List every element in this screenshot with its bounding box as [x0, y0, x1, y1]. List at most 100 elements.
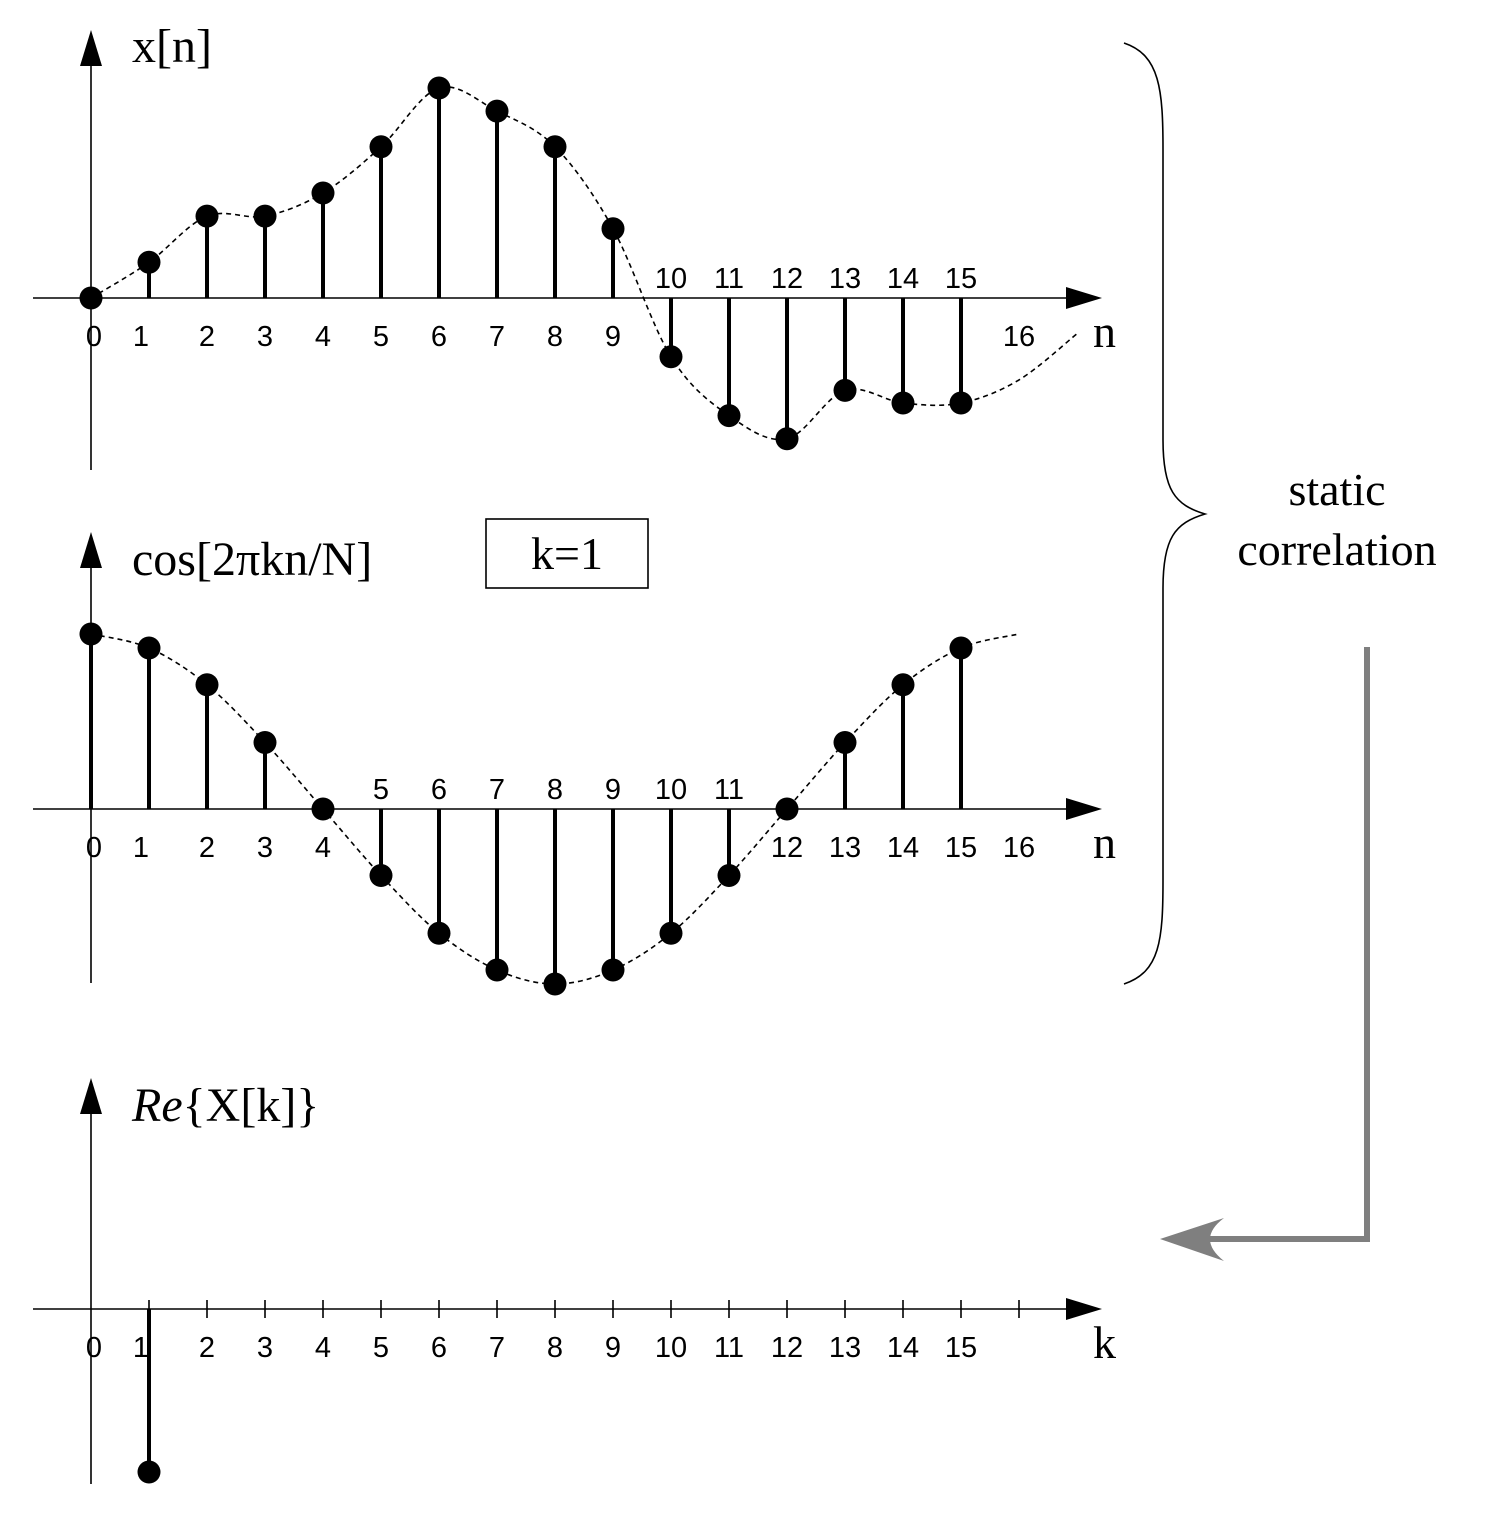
x-vertical-axis-arrowhead [80, 30, 102, 66]
x-tick-label-8: 8 [547, 321, 563, 353]
cos-stem-dot-12 [775, 797, 799, 821]
x-tick-label-15: 15 [945, 263, 977, 295]
re-tick-label-11: 11 [714, 1332, 744, 1364]
cos-tick-label-11: 11 [714, 774, 744, 806]
x-stem-dot-15 [949, 391, 973, 415]
cos-tick-label-12: 12 [771, 832, 803, 864]
cos-stem-dot-0 [79, 622, 103, 646]
x-axis-label: n [1093, 306, 1116, 357]
re-tick-label-4: 4 [315, 1332, 331, 1364]
x-tick-label-5: 5 [373, 321, 389, 353]
cos-tick-label-6: 6 [431, 774, 447, 806]
panel-re: Re{X[k]} k 0 1 2 3 4 5 6 7 8 9 10 11 12 13 14 15 [33, 1078, 1116, 1484]
cos-stem-dot-11 [717, 864, 741, 887]
re-horizontal-axis-arrowhead [1066, 1298, 1102, 1320]
re-tick-marks [148, 1300, 1020, 1318]
re-tick-label-3: 3 [257, 1332, 273, 1364]
x-stem-dot-9 [601, 217, 625, 241]
cos-tick-label-13: 13 [829, 832, 861, 864]
correlation-label: correlation [1237, 524, 1436, 575]
cos-tick-label-16: 16 [1003, 832, 1035, 864]
cos-stem-dot-5 [369, 864, 393, 887]
cos-stem-dot-14 [891, 673, 915, 697]
re-tick-label-1: 1 [133, 1332, 149, 1364]
x-stem-dot-5 [369, 135, 393, 159]
x-stem-dot-1 [137, 250, 161, 274]
x-stems [79, 76, 973, 451]
cos-stems [79, 622, 973, 996]
re-stems [137, 1309, 161, 1484]
x-tick-label-9: 9 [605, 321, 621, 353]
x-stem-dot-13 [833, 378, 857, 402]
re-tick-label-15: 15 [945, 1332, 977, 1364]
static-label: static [1288, 464, 1385, 515]
re-panel-title: Re{X[k]} [131, 1079, 319, 1132]
re-tick-label-14: 14 [887, 1332, 919, 1364]
re-tick-label-12: 12 [771, 1332, 803, 1364]
re-tick-label-7: 7 [489, 1332, 505, 1364]
cos-stem-dot-8 [543, 972, 567, 996]
x-tick-label-12: 12 [771, 263, 803, 295]
cos-axis-label: n [1093, 817, 1116, 868]
re-tick-label-13: 13 [829, 1332, 861, 1364]
x-tick-label-10: 10 [655, 263, 687, 295]
re-tick-labels: 0 1 2 3 4 5 6 7 8 9 10 11 12 13 14 15 [86, 1332, 977, 1364]
re-tick-label-8: 8 [547, 1332, 563, 1364]
cos-stem-dot-6 [427, 921, 451, 945]
re-tick-label-9: 9 [605, 1332, 621, 1364]
x-panel-title: x[n] [132, 20, 212, 73]
cos-stem-dot-7 [485, 958, 509, 982]
cos-tick-label-2: 2 [199, 832, 215, 864]
cos-stem-dot-2 [195, 673, 219, 697]
x-stem-dot-6 [427, 76, 451, 100]
x-stem-dot-2 [195, 204, 219, 228]
cos-stem-dot-1 [137, 636, 161, 660]
x-tick-label-3: 3 [257, 321, 273, 353]
cos-stem-dot-10 [659, 921, 683, 945]
re-tick-label-2: 2 [199, 1332, 215, 1364]
right-curly-brace [1123, 42, 1208, 985]
cos-tick-label-3: 3 [257, 832, 273, 864]
x-tick-label-2: 2 [199, 321, 215, 353]
x-stem-dot-0 [79, 286, 103, 310]
cos-tick-label-10: 10 [655, 774, 687, 806]
cos-stem-dot-13 [833, 731, 857, 754]
cos-tick-label-4: 4 [315, 832, 331, 864]
x-horizontal-axis-arrowhead [1066, 287, 1102, 309]
cos-panel-title: cos[2πkn/N] [132, 533, 372, 586]
k-value-box [485, 518, 649, 589]
x-tick-label-1: 1 [133, 321, 149, 353]
cos-vertical-axis-arrowhead [80, 532, 102, 568]
x-tick-label-16: 16 [1003, 321, 1035, 353]
cos-tick-label-1: 1 [133, 832, 149, 864]
cos-stem-dot-15 [949, 636, 973, 660]
cos-horizontal-axis-arrowhead [1066, 798, 1102, 820]
re-tick-label-10: 10 [655, 1332, 687, 1364]
cos-stem-dot-4 [311, 797, 335, 821]
x-stem-dot-10 [659, 345, 683, 369]
k-value-label: k=1 [531, 528, 603, 579]
x-envelope-curve [90, 86, 1078, 441]
cos-tick-label-5: 5 [373, 774, 389, 806]
x-tick-label-11: 11 [714, 263, 744, 295]
x-tick-label-4: 4 [315, 321, 331, 353]
re-title-rest: {X[k]} [183, 1079, 320, 1132]
x-stem-dot-12 [775, 427, 799, 451]
cos-tick-label-8: 8 [547, 774, 563, 806]
x-tick-label-14: 14 [887, 263, 919, 295]
x-tick-label-13: 13 [829, 263, 861, 295]
re-stem-dot-1 [137, 1460, 161, 1484]
return-arrow-head [1160, 1218, 1224, 1261]
return-arrow-line [1205, 647, 1370, 1242]
x-tick-label-7: 7 [489, 321, 505, 353]
re-tick-label-6: 6 [431, 1332, 447, 1364]
cos-tick-label-9: 9 [605, 774, 621, 806]
re-axis-label: k [1093, 1317, 1116, 1368]
x-stem-dot-3 [253, 204, 277, 228]
cos-tick-label-0: 0 [86, 832, 102, 864]
